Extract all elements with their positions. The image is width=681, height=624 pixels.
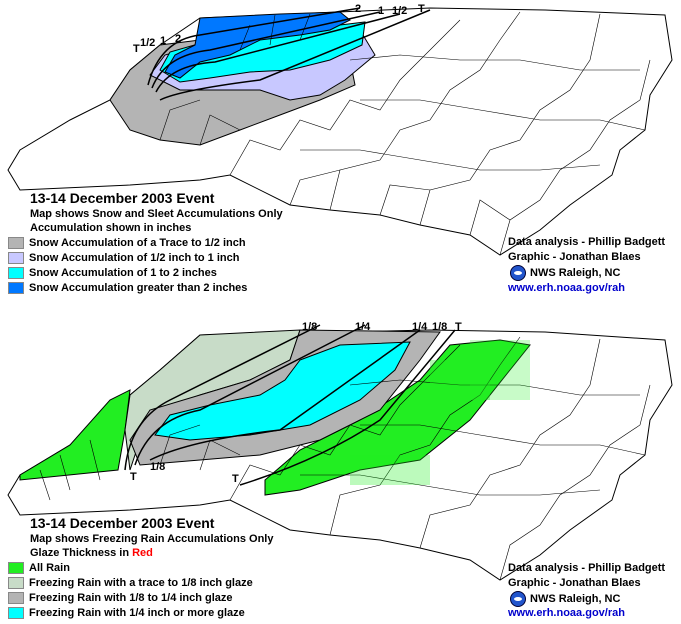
- contour-label: 1/2: [140, 37, 155, 49]
- units-highlight: Red: [132, 547, 153, 559]
- ice-legend-item: Freezing Rain with a trace to 1/8 inch g…: [8, 577, 253, 589]
- contour-label: 2: [355, 3, 361, 15]
- noaa-logo-icon: [510, 265, 526, 281]
- snow-map-title: 13-14 December 2003 Event: [30, 190, 215, 206]
- county-lines-bottom: [39, 336, 651, 581]
- ice-map: 1/8 1/4 1/4 1/8 T T 1/8 T: [7, 321, 673, 581]
- units-prefix: Glaze Thickness in: [30, 547, 133, 559]
- ice-legend-item: Freezing Rain with 1/8 to 1/4 inch glaze: [8, 592, 233, 604]
- contour-label: 1/4: [412, 321, 428, 333]
- ice-map-subtitle: Map shows Freezing Rain Accumulations On…: [30, 533, 274, 545]
- legend-swatch: [8, 562, 24, 574]
- legend-swatch: [8, 267, 24, 279]
- snow-map-subtitle: Map shows Snow and Sleet Accumulations O…: [30, 208, 283, 220]
- noaa-logo-icon: [510, 591, 526, 607]
- county-lines-top: [159, 11, 651, 256]
- ice-legend-item: All Rain: [8, 562, 70, 574]
- contour-label: 1/8: [302, 321, 317, 333]
- snow-contour-labels: 2 1 1/2 T 1/2 1 2 T: [133, 3, 425, 55]
- legend-label: Snow Accumulation greater than 2 inches: [29, 282, 248, 294]
- snow-contours: [147, 7, 431, 101]
- snow-legend-item: Snow Accumulation of 1/2 inch to 1 inch: [8, 252, 239, 264]
- ice-contour-labels: 1/8 1/4 1/4 1/8 T T 1/8 T: [130, 321, 462, 485]
- snow-credit-url[interactable]: www.erh.noaa.gov/rah: [508, 282, 625, 294]
- snow-map: 2 1 1/2 T 1/2 1 2 T: [7, 3, 673, 256]
- legend-swatch: [8, 237, 24, 249]
- ice-map-units: Glaze Thickness in Red: [30, 547, 153, 559]
- ice-credit-analysis: Data analysis - Phillip Badgett: [508, 562, 666, 574]
- snow-legend-item: Snow Accumulation of a Trace to 1/2 inch: [8, 237, 246, 249]
- ice-credit-office: NWS Raleigh, NC: [530, 593, 621, 605]
- legend-swatch: [8, 577, 24, 589]
- contour-label: T: [455, 321, 462, 333]
- ice-map-title: 13-14 December 2003 Event: [30, 515, 215, 531]
- snow-legend-item: Snow Accumulation greater than 2 inches: [8, 282, 247, 294]
- legend-label: All Rain: [29, 562, 70, 574]
- snow-credit-office: NWS Raleigh, NC: [530, 267, 621, 279]
- ice-credit-graphic: Graphic - Jonathan Blaes: [508, 577, 641, 589]
- contour-label: 1: [160, 35, 166, 47]
- snow-legend-item: Snow Accumulation of 1 to 2 inches: [8, 267, 217, 279]
- contour-label: T: [418, 3, 425, 15]
- snow-credit-graphic: Graphic - Jonathan Blaes: [508, 251, 641, 263]
- contour-label: T: [133, 43, 140, 55]
- rain-stipple: [350, 340, 530, 485]
- legend-swatch: [8, 607, 24, 619]
- ice-legend-item: Freezing Rain with 1/4 inch or more glaz…: [8, 607, 245, 619]
- contour-label: T: [130, 471, 137, 483]
- legend-label: Snow Accumulation of a Trace to 1/2 inch: [29, 237, 246, 249]
- contour-label: 2: [175, 33, 181, 45]
- ice-zone-quarter: [154, 341, 411, 441]
- ice-zone-rain-west: [19, 389, 131, 481]
- contour-label: 1/8: [150, 461, 165, 473]
- snow-map-units: Accumulation shown in inches: [30, 222, 192, 234]
- snow-credit-analysis: Data analysis - Phillip Badgett: [508, 236, 666, 248]
- legend-swatch: [8, 282, 24, 294]
- ice-credit-url[interactable]: www.erh.noaa.gov/rah: [508, 607, 625, 619]
- contour-label: T: [232, 473, 239, 485]
- legend-label: Snow Accumulation of 1/2 inch to 1 inch: [29, 252, 240, 264]
- legend-swatch: [8, 252, 24, 264]
- contour-label: 1/4: [355, 321, 371, 333]
- contour-label: 1/8: [432, 321, 447, 333]
- legend-label: Freezing Rain with a trace to 1/8 inch g…: [29, 577, 253, 589]
- legend-label: Freezing Rain with 1/8 to 1/4 inch glaze: [29, 592, 233, 604]
- legend-label: Snow Accumulation of 1 to 2 inches: [29, 267, 217, 279]
- contour-label: 1: [378, 5, 384, 17]
- ice-contours: [124, 324, 456, 486]
- contour-label: 1/2: [392, 5, 407, 17]
- legend-swatch: [8, 592, 24, 604]
- legend-label: Freezing Rain with 1/4 inch or more glaz…: [29, 607, 245, 619]
